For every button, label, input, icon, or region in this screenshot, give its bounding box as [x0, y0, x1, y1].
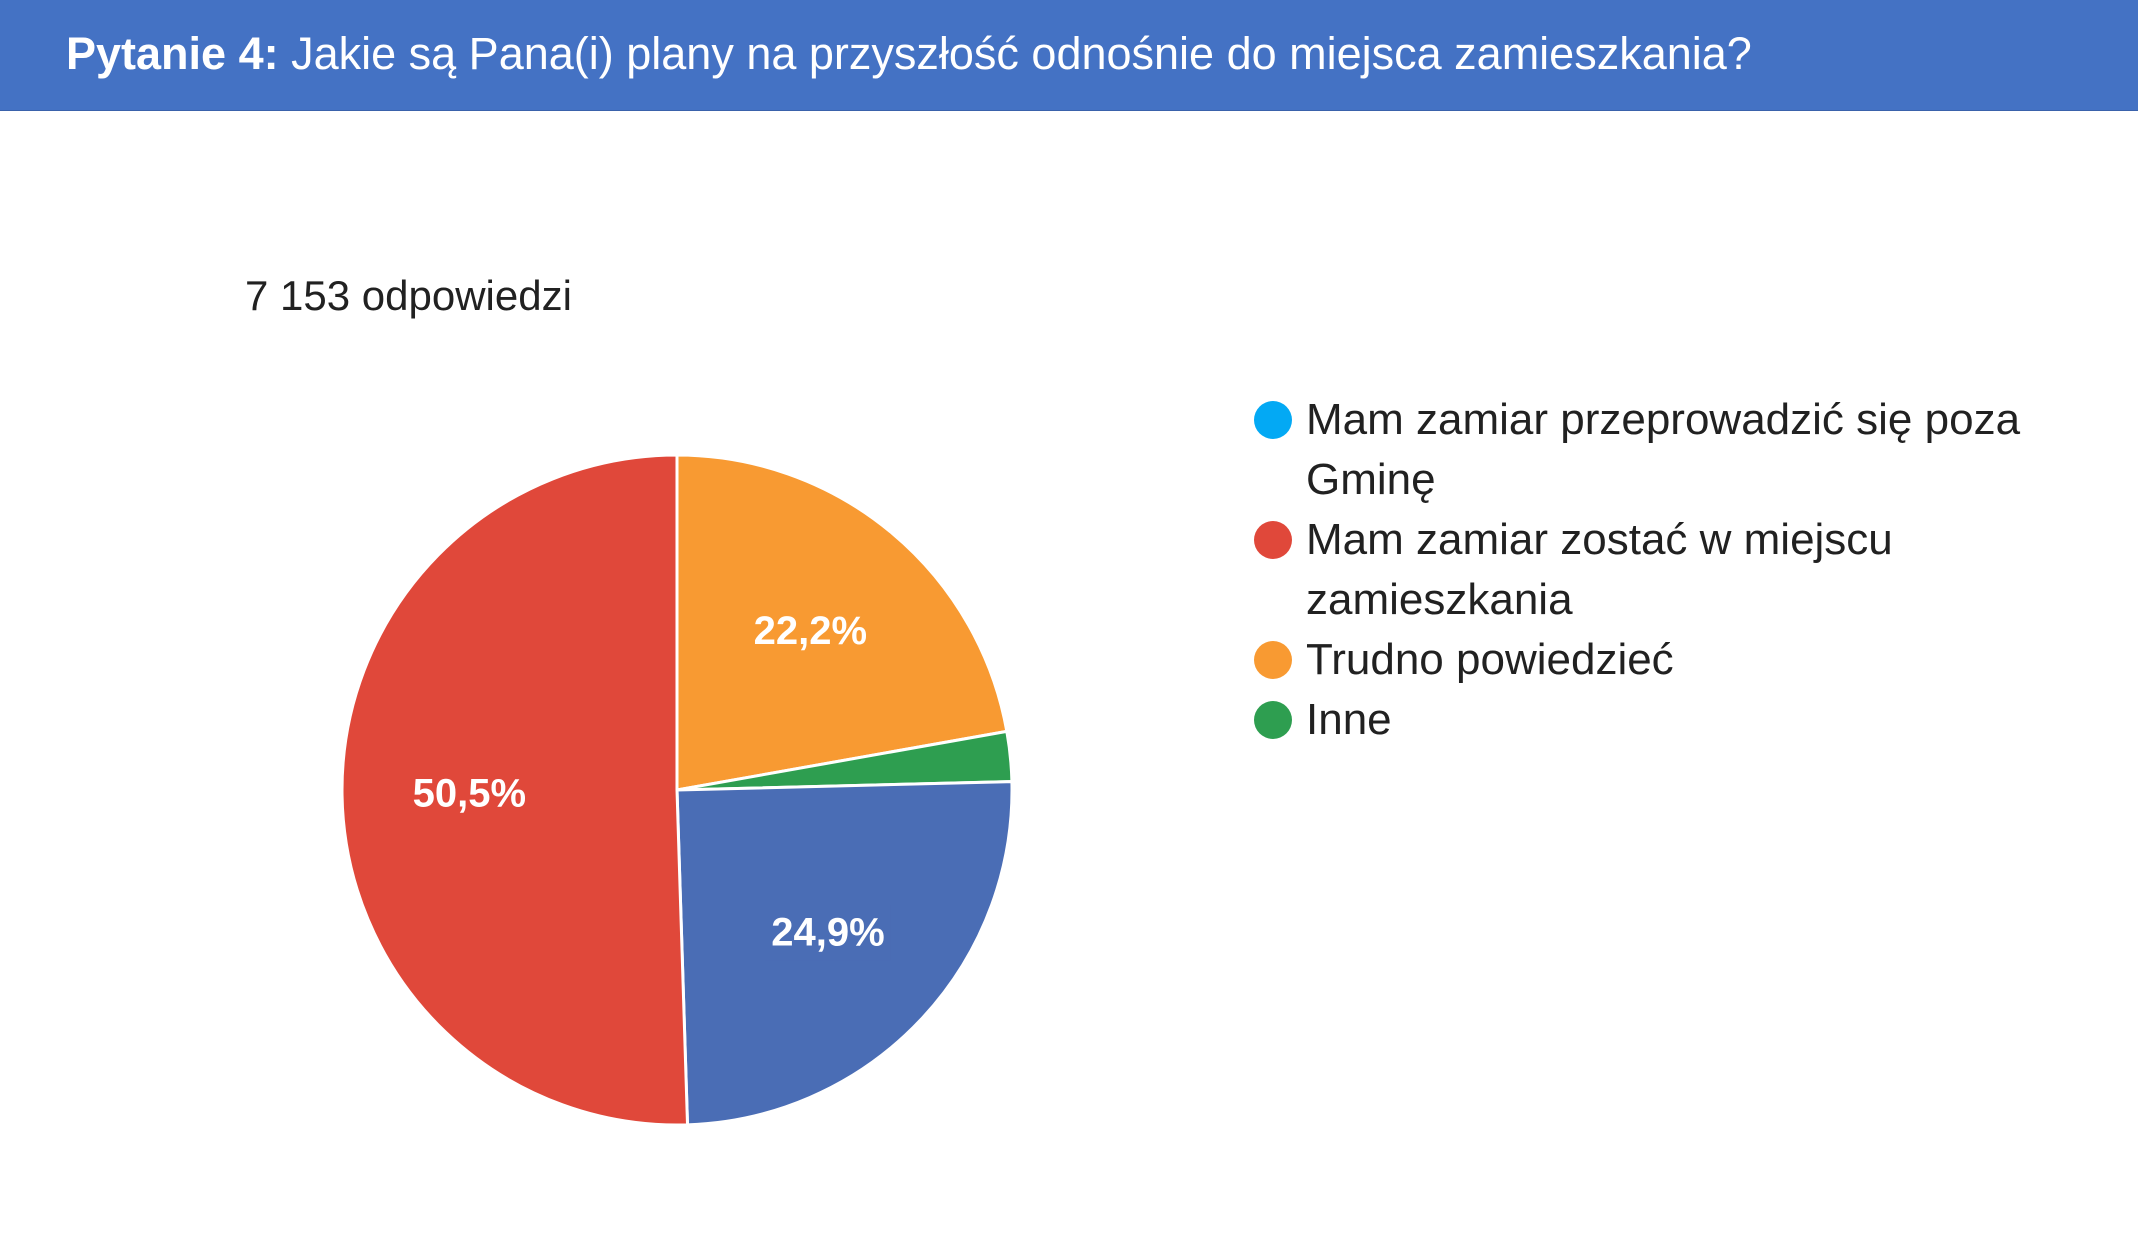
legend-label: Mam zamiar zostać w miejscu zamieszkania	[1306, 515, 1893, 624]
legend-label: Trudno powiedzieć	[1306, 635, 1674, 684]
question-text: Jakie są Pana(i) plany na przyszłość odn…	[278, 28, 1752, 79]
legend-item[interactable]: Mam zamiar zostać w miejscu zamieszkania	[1254, 510, 2114, 630]
legend-item[interactable]: Inne	[1254, 690, 2114, 750]
header-bar: Pytanie 4: Jakie są Pana(i) plany na prz…	[0, 0, 2138, 111]
legend-swatch	[1254, 521, 1292, 559]
legend-item[interactable]: Mam zamiar przeprowadzić się poza Gminę	[1254, 390, 2114, 510]
question-number: Pytanie 4:	[66, 28, 279, 79]
pie-data-label: 24,9%	[771, 911, 884, 955]
pie-data-label: 50,5%	[413, 771, 526, 815]
legend-label: Mam zamiar przeprowadzić się poza Gminę	[1306, 395, 2021, 504]
pie-data-label-bg	[764, 904, 891, 961]
pie-data-label: 22,2%	[754, 609, 867, 653]
question-title: Pytanie 4: Jakie są Pana(i) plany na prz…	[66, 26, 1752, 81]
pie-data-label-bg	[406, 765, 533, 822]
legend-swatch	[1254, 701, 1292, 739]
legend-label: Inne	[1306, 695, 1392, 744]
pie-labels: 22,2% 24,9% 50,5%	[406, 602, 891, 961]
pie-data-label-bg	[747, 602, 874, 659]
response-count: 7 153 odpowiedzi	[245, 272, 572, 319]
legend-swatch	[1254, 401, 1292, 439]
legend-item[interactable]: Trudno powiedzieć	[1254, 630, 2114, 690]
legend-swatch	[1254, 641, 1292, 679]
chart-legend: Mam zamiar przeprowadzić się poza Gminę M…	[1254, 390, 2114, 750]
